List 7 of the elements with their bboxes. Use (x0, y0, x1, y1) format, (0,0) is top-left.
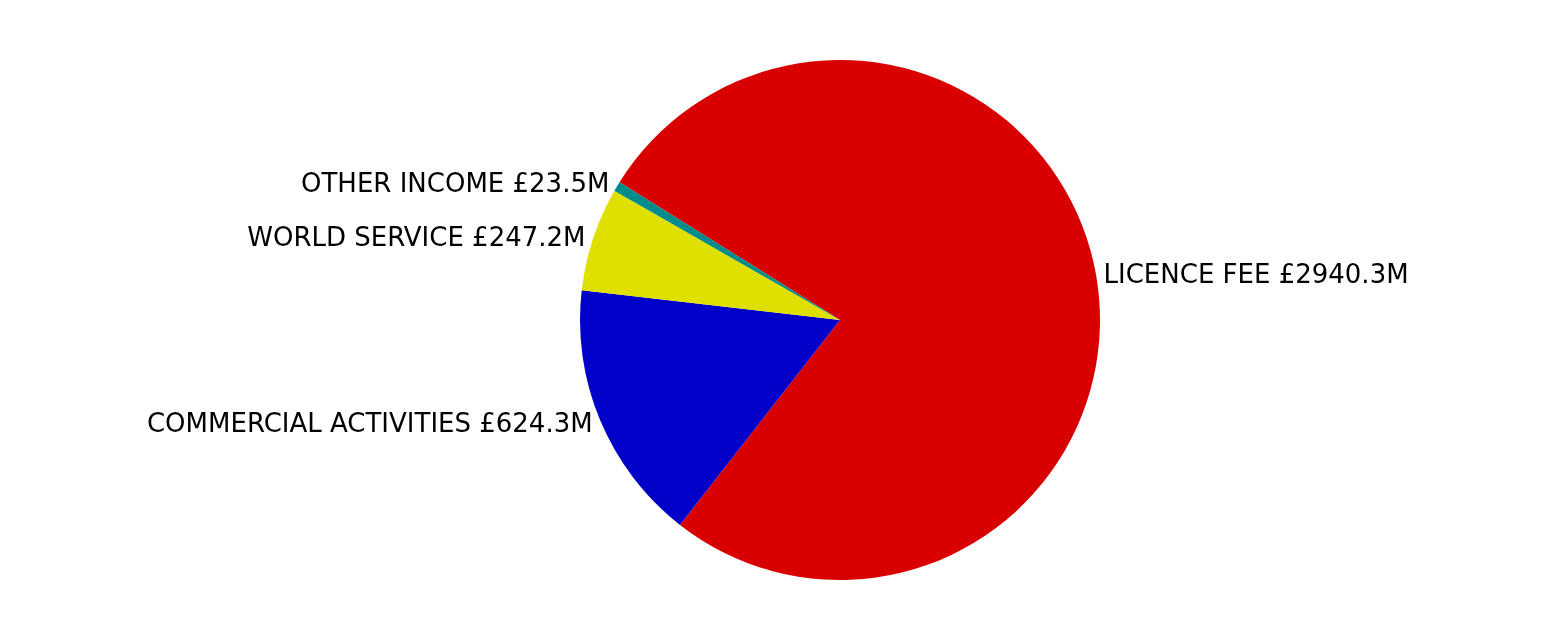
slice-label: WORLD SERVICE £247.2M (247, 222, 586, 253)
pie-slice (581, 190, 840, 320)
pie-slice (619, 60, 1100, 580)
slice-label: COMMERCIAL ACTIVITIES £624.3M (146, 407, 593, 438)
slice-label: OTHER INCOME £23.5M (301, 167, 610, 198)
slice-label: LICENCE FEE £2940.3M (1103, 259, 1409, 290)
pie-slice (614, 182, 840, 320)
